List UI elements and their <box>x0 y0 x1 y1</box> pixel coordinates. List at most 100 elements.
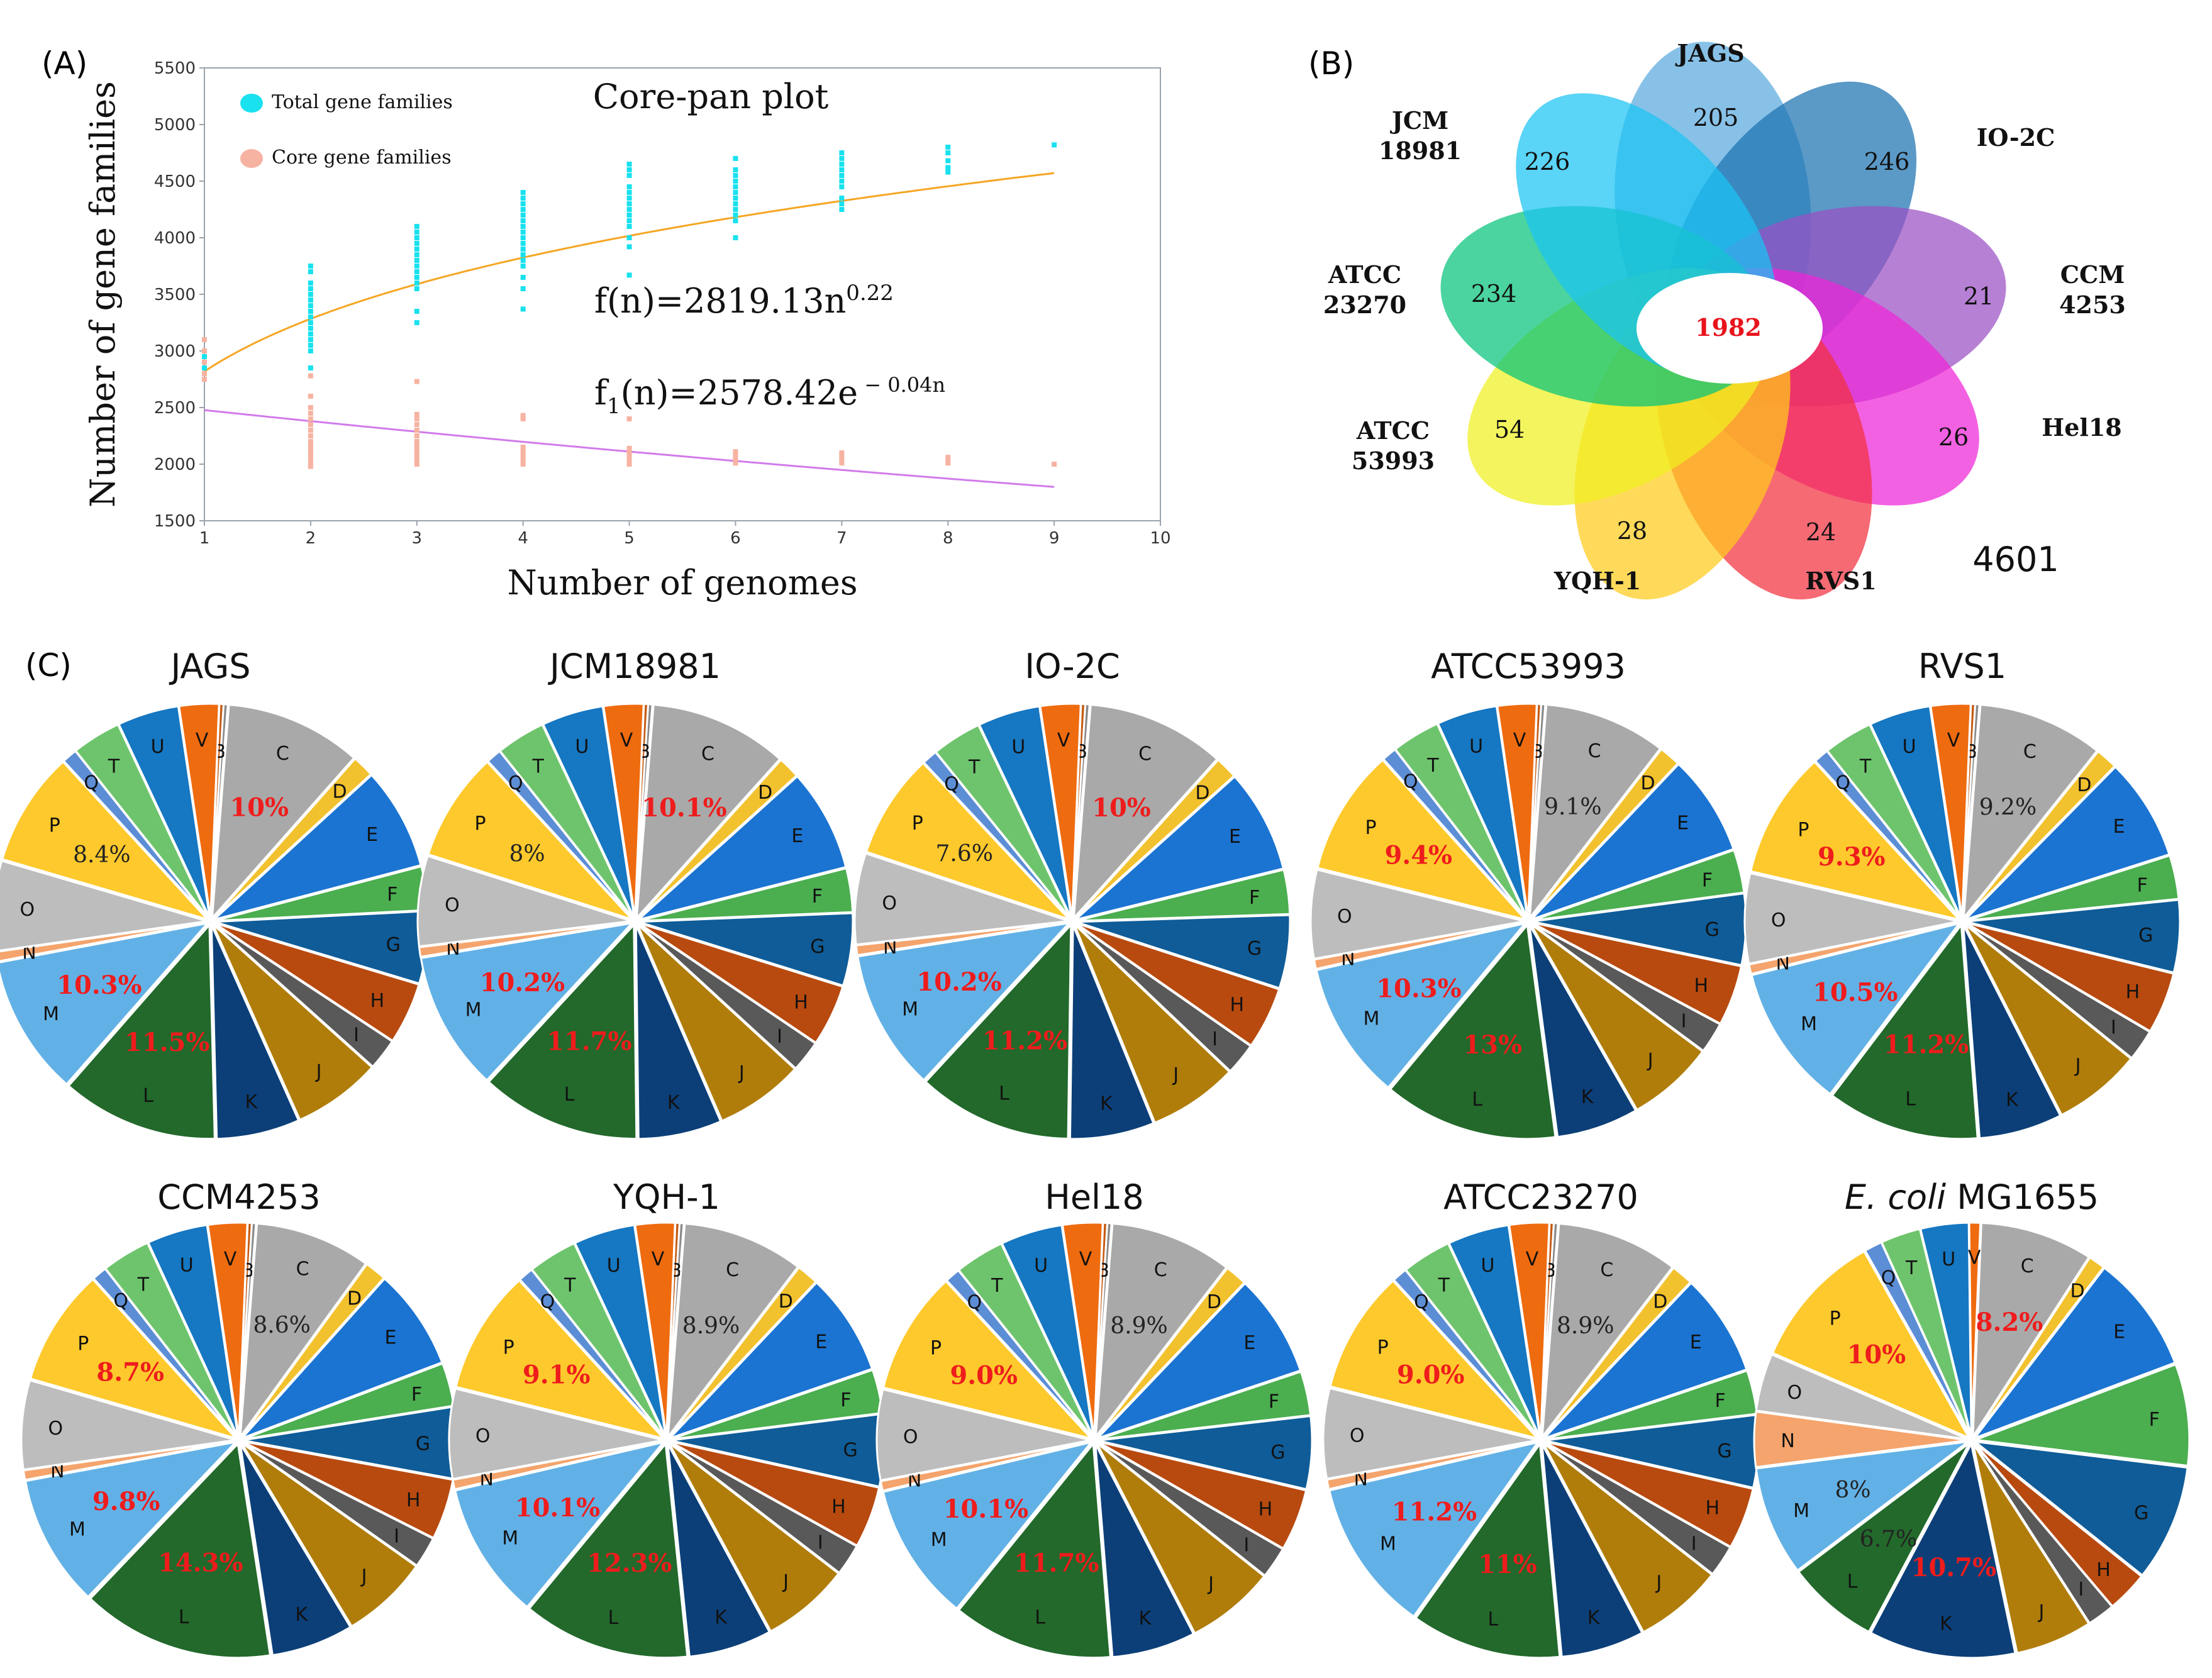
x-axis-label: Number of genomes <box>507 563 857 603</box>
pie-category-label: T <box>1905 1257 1918 1279</box>
y-tick-label: 5500 <box>154 59 196 78</box>
pie-category-label: H <box>2096 1559 2111 1581</box>
venn-unique-count: 205 <box>1693 104 1739 131</box>
pie-category-label: J <box>738 1062 745 1084</box>
pie-slice-B <box>209 703 229 918</box>
pie-slice-K <box>635 925 722 1140</box>
pie-title-text: ATCC23270 <box>1443 1177 1638 1217</box>
x-tick-label: 1 <box>199 529 210 548</box>
pie-title-text: ATCC53993 <box>1431 647 1626 686</box>
pie-slice-M <box>24 1440 239 1599</box>
total-gene-point <box>945 150 951 155</box>
pie-slice-J <box>1972 1443 2091 1655</box>
total-gene-point <box>414 281 420 286</box>
pie-category-label: O <box>445 894 460 916</box>
pie-slice-O <box>1755 1353 1969 1440</box>
legend-label: Total gene families <box>272 91 453 113</box>
pie-percent-label: 8.7% <box>96 1358 164 1387</box>
pie-title-text: IO-2C <box>1025 647 1120 686</box>
y-tick-label: 4500 <box>154 172 196 191</box>
total-gene-point <box>414 258 420 263</box>
pie-slice-N <box>1753 1410 1969 1469</box>
venn-diagram: 205 JAGS 246 IO-2C 21 CCM 4253 26 Hel18 24 RVS1 28 Y… <box>1323 39 2126 600</box>
pie-category-label: T <box>1426 755 1439 777</box>
pie-percent-label: 9.4% <box>1384 841 1452 870</box>
total-gene-point <box>626 173 632 178</box>
pie-category-label: U <box>575 736 589 758</box>
pie-title: E. coli MG1655 <box>1845 1177 2099 1217</box>
y-axis-label: Number of gene families <box>83 81 123 508</box>
pie-slice-E <box>1543 1281 1748 1440</box>
pie-slice-V <box>178 703 220 918</box>
total-gene-point <box>308 269 313 274</box>
pie-slice-D <box>1973 1256 2105 1438</box>
pie-slice-F <box>1075 869 1291 922</box>
pie-slice-T <box>1404 1242 1540 1438</box>
pie-percent-label: 13% <box>1463 1030 1522 1060</box>
y-tick-label: 3000 <box>154 342 196 361</box>
pie-slice-F <box>1098 1370 1312 1441</box>
venn-unique-count: 24 <box>1806 518 1836 546</box>
core-gene-point <box>626 458 632 464</box>
pie-slice-O <box>416 855 632 948</box>
core-gene-point <box>202 371 207 376</box>
total-gene-point <box>945 169 951 175</box>
total-gene-point <box>733 207 738 212</box>
pie-category-label: H <box>406 1489 421 1511</box>
total-gene-point <box>520 196 526 201</box>
pie-category-label: M <box>465 999 482 1021</box>
pie-slice-F <box>638 867 854 922</box>
pie-category-label: D <box>758 782 772 804</box>
pie-title: JCM18981 <box>548 647 721 686</box>
core-equation-part: − 0.04n <box>858 373 945 397</box>
pie-slice-D <box>668 1266 818 1438</box>
pie-slice-L <box>89 1442 272 1659</box>
pan-equation: f(n)=2819.13n0.22 <box>594 281 894 321</box>
venn-strain-label: YQH-1 <box>1553 567 1641 595</box>
core-gene-point <box>945 455 951 460</box>
pie-percent-label: 10% <box>1092 793 1151 823</box>
venn-unique-count: 28 <box>1617 517 1647 545</box>
core-gene-point <box>308 459 313 465</box>
core-gene-point <box>733 455 738 460</box>
core-gene-point <box>414 411 420 417</box>
pie-category-label: U <box>151 736 165 758</box>
chart-title: Core-pan plot <box>593 77 829 116</box>
y-tick-label: 4000 <box>154 229 196 248</box>
x-tick-label: 10 <box>1150 529 1170 548</box>
pie-category-label: E <box>385 1326 397 1348</box>
pie-category-label: V <box>224 1248 237 1270</box>
pie-slice-O <box>20 1379 236 1471</box>
pie-category-label: J <box>315 1060 322 1082</box>
pie-slice-M <box>453 1440 666 1609</box>
pie-slice-T <box>1826 723 1962 919</box>
pie-category-label: O <box>903 1426 918 1448</box>
pie-category-label: H <box>1230 994 1244 1016</box>
total-gene-point <box>308 303 313 308</box>
total-gene-point <box>520 224 526 229</box>
pie-category-label: G <box>1247 938 1262 960</box>
pie-category-label: T <box>564 1274 576 1296</box>
pie-slice-K <box>1962 925 2062 1140</box>
pie-category-label: M <box>69 1518 86 1540</box>
core-gene-point <box>308 416 313 421</box>
pie-slice-V <box>1061 1221 1104 1437</box>
total-gene-point <box>414 241 420 246</box>
pie-category-label: I <box>1212 1028 1218 1050</box>
core-gene-point <box>308 405 313 410</box>
pie-slice-J <box>1096 1442 1266 1635</box>
pie-percent-label: 8.9% <box>1557 1313 1614 1339</box>
pie-slice-K <box>1528 924 1637 1138</box>
total-gene-point <box>520 275 526 280</box>
pie-slice-D <box>637 758 798 920</box>
pie-title: CCM4253 <box>157 1177 320 1217</box>
pie-category-label: K <box>667 1092 681 1114</box>
pie-category-label: G <box>2134 1502 2148 1524</box>
pie-percent-label: 11.2% <box>1884 1030 1969 1060</box>
pie-category-label: P <box>49 814 60 836</box>
pie-slice-C <box>1962 703 2099 921</box>
total-gene-point <box>308 343 313 348</box>
total-gene-point <box>414 286 420 291</box>
total-gene-point <box>414 264 420 269</box>
